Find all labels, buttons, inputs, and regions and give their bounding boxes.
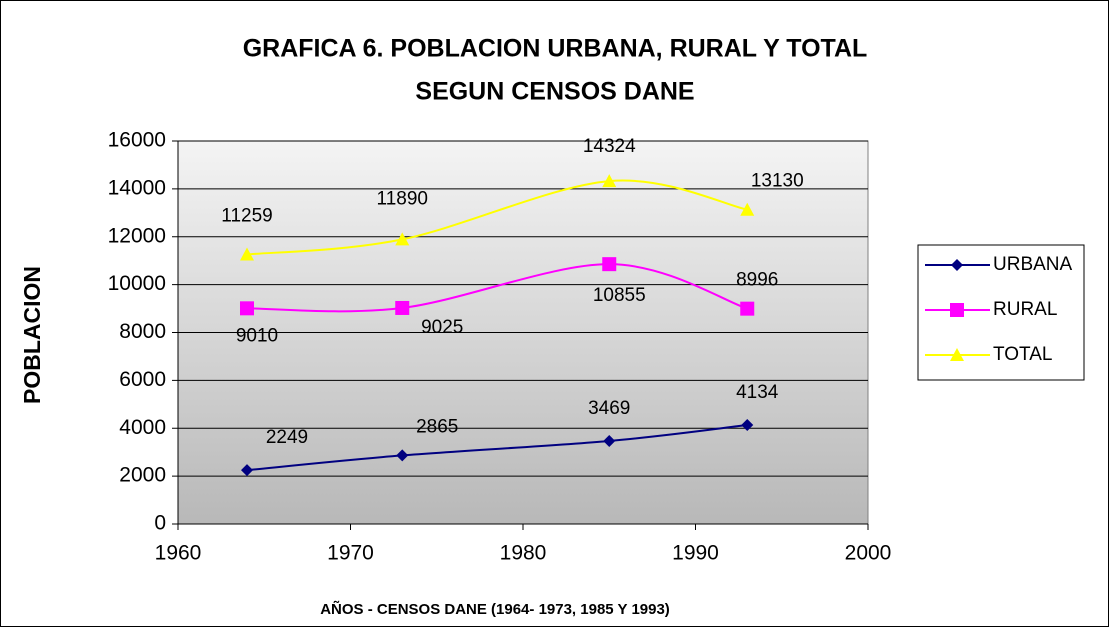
marker bbox=[241, 464, 253, 477]
y-tick-label: 14000 bbox=[108, 176, 166, 199]
x-tick-label: 1970 bbox=[327, 542, 374, 565]
marker bbox=[240, 301, 254, 316]
marker bbox=[396, 449, 409, 462]
legend-label: TOTAL bbox=[993, 344, 1052, 365]
marker bbox=[950, 303, 964, 317]
y-tick-label: 2000 bbox=[119, 464, 166, 487]
data-label: 9025 bbox=[421, 317, 463, 338]
y-tick-label: 16000 bbox=[108, 129, 166, 152]
x-axis-label: AÑOS - CENSOS DANE (1964- 1973, 1985 Y 1… bbox=[320, 600, 670, 618]
legend-label: URBANA bbox=[993, 254, 1073, 275]
series-line bbox=[246, 263, 748, 313]
data-label: 2865 bbox=[416, 416, 458, 437]
data-label: 4134 bbox=[736, 382, 779, 403]
marker bbox=[740, 202, 755, 216]
y-tick-label: 0 bbox=[154, 512, 166, 535]
series-line bbox=[246, 179, 748, 256]
legend-label: RURAL bbox=[993, 299, 1057, 320]
data-label: 14324 bbox=[583, 136, 636, 157]
data-label: 3469 bbox=[588, 398, 630, 419]
y-tick-label: 12000 bbox=[108, 224, 166, 247]
marker bbox=[740, 301, 755, 316]
y-tick-label: 8000 bbox=[119, 320, 166, 343]
marker bbox=[603, 434, 616, 447]
y-tick-label: 6000 bbox=[119, 368, 166, 391]
marker bbox=[602, 257, 617, 272]
data-label: 8996 bbox=[736, 270, 778, 291]
x-tick-label: 1980 bbox=[500, 542, 547, 565]
data-label: 2249 bbox=[266, 427, 308, 448]
data-label: 13130 bbox=[751, 171, 804, 192]
legend bbox=[917, 244, 1085, 381]
marker bbox=[395, 232, 410, 246]
y-axis-label: POBLACION bbox=[19, 266, 45, 404]
data-label: 10855 bbox=[593, 285, 646, 306]
y-tick-label: 10000 bbox=[108, 272, 166, 295]
chart-subtitle: SEGUN CENSOS DANE bbox=[415, 78, 694, 106]
chart-title: GRAFICA 6. POBLACION URBANA, RURAL Y TOT… bbox=[243, 35, 868, 63]
series-line bbox=[246, 424, 748, 472]
marker bbox=[950, 348, 964, 361]
marker bbox=[741, 419, 754, 432]
x-tick-label: 1960 bbox=[155, 542, 202, 565]
data-label: 9010 bbox=[236, 325, 278, 346]
data-label: 11259 bbox=[221, 206, 272, 227]
marker bbox=[951, 259, 963, 271]
x-tick-label: 1990 bbox=[672, 542, 719, 565]
data-label: 11890 bbox=[377, 188, 428, 209]
marker bbox=[395, 300, 410, 315]
y-tick-label: 4000 bbox=[119, 416, 166, 439]
x-tick-label: 2000 bbox=[845, 542, 892, 565]
marker bbox=[602, 174, 617, 188]
marker bbox=[240, 247, 254, 261]
